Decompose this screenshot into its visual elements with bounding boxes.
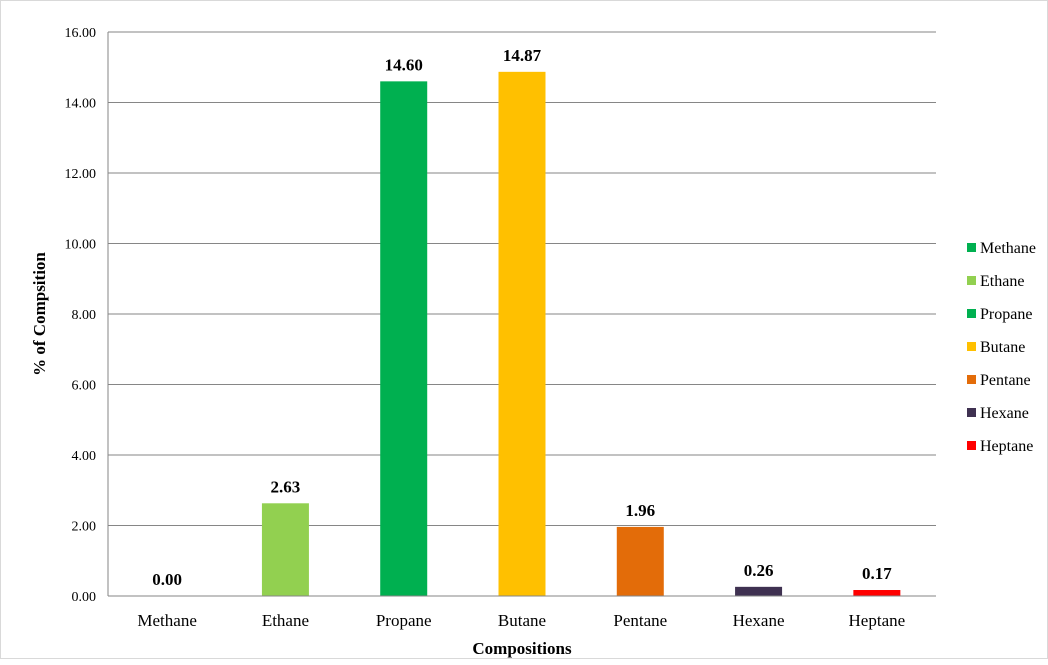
legend-entry: Ethane (980, 273, 1024, 290)
legend-swatch (967, 375, 976, 384)
x-tick-label: Hexane (733, 611, 785, 630)
x-axis-title: Compositions (472, 639, 572, 658)
x-tick-label: Pentane (613, 611, 667, 630)
legend-entry: Pentane (980, 372, 1031, 389)
x-tick-label: Heptane (849, 611, 906, 630)
bar-pentane (616, 526, 664, 596)
bar-propane (380, 81, 428, 597)
x-tick-label: Ethane (262, 611, 309, 630)
data-label: 0.26 (744, 561, 774, 580)
legend-entry: Propane (980, 306, 1032, 323)
y-tick-label: 8.00 (72, 308, 97, 323)
y-tick-label: 4.00 (72, 449, 97, 464)
bar-heptane (853, 590, 901, 596)
y-tick-label: 10.00 (65, 238, 97, 253)
legend-entry: Heptane (980, 438, 1033, 455)
legend-swatch (967, 309, 976, 318)
y-tick-label: 16.00 (65, 26, 97, 41)
y-axis-ticks: 0.00 2.00 4.00 6.00 8.00 10.00 12.00 14.00 16.00 (65, 26, 97, 605)
data-label: 0.00 (152, 570, 182, 589)
bar-ethane (261, 503, 309, 596)
data-labels: 0.00 2.63 14.60 14.87 1.96 0.26 0.17 (152, 46, 892, 589)
legend-swatch (967, 342, 976, 351)
data-label: 14.60 (385, 55, 423, 74)
y-tick-label: 14.00 (65, 97, 97, 112)
y-tick-label: 6.00 (72, 379, 97, 394)
legend-swatch (967, 408, 976, 417)
data-label: 0.17 (862, 564, 892, 583)
x-tick-label: Butane (498, 611, 546, 630)
y-tick-label: 2.00 (72, 520, 97, 535)
legend-entry: Methane (980, 240, 1036, 257)
x-tick-label: Methane (137, 611, 196, 630)
legend-entry: Hexane (980, 405, 1029, 422)
y-axis-title: % of Compsition (30, 252, 49, 376)
legend-entry: Butane (980, 339, 1025, 356)
y-tick-label: 12.00 (65, 167, 97, 182)
data-label: 1.96 (625, 501, 655, 520)
x-axis-ticks: Methane Ethane Propane Butane Pentane Hexane H… (137, 611, 905, 630)
y-tick-label: 0.00 (72, 590, 97, 605)
legend-swatch (967, 243, 976, 252)
data-label: 14.87 (503, 46, 542, 65)
bar-hexane (735, 586, 783, 596)
legend: Methane Ethane Propane Butane Pentane Hexane H… (967, 240, 1036, 455)
legend-swatch (967, 276, 976, 285)
legend-swatch (967, 441, 976, 450)
x-tick-label: Propane (376, 611, 432, 630)
bars (261, 71, 901, 597)
data-label: 2.63 (271, 477, 301, 496)
bar-butane (498, 71, 546, 596)
